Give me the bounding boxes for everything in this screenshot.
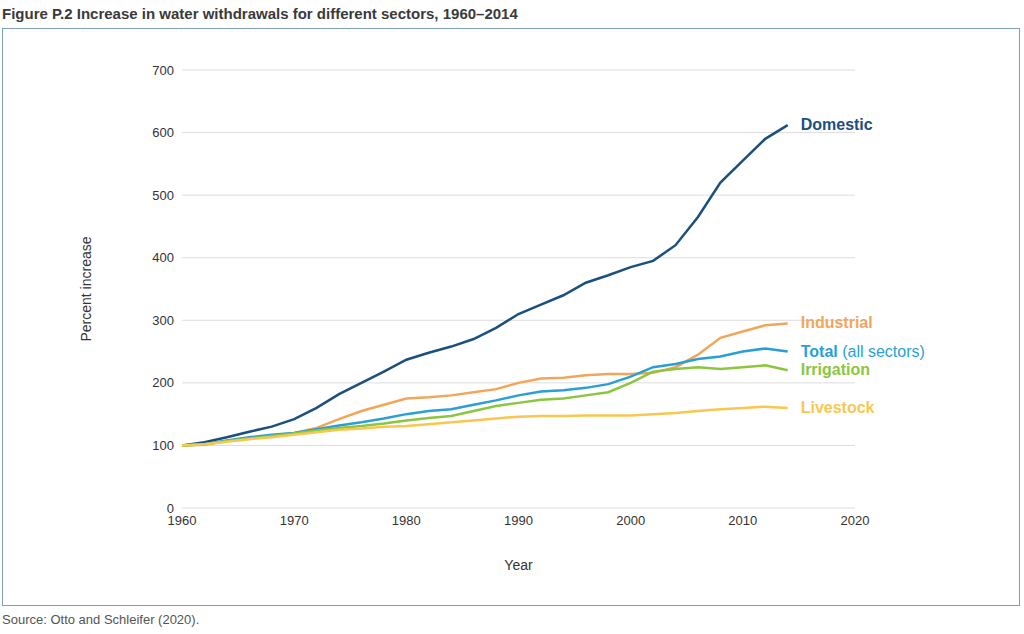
svg-text:Domestic: Domestic — [801, 116, 873, 133]
html-text:Figure P.2 Increase in water w: Figure P.2 Increase in water withdrawals… — [2, 5, 518, 22]
svg-text:700: 700 — [152, 63, 174, 78]
svg-text:2000: 2000 — [616, 513, 645, 528]
svg-text:2010: 2010 — [728, 513, 757, 528]
svg-text:200: 200 — [152, 375, 174, 390]
svg-text:600: 600 — [152, 125, 174, 140]
svg-text:500: 500 — [152, 188, 174, 203]
svg-text:400: 400 — [152, 250, 174, 265]
svg-text:1970: 1970 — [280, 513, 309, 528]
svg-text:0: 0 — [167, 501, 174, 516]
svg-text:Irrigation: Irrigation — [801, 361, 870, 378]
svg-text:Percent increase: Percent increase — [78, 236, 94, 341]
svg-text:Industrial: Industrial — [801, 314, 873, 331]
svg-text:1960: 1960 — [167, 513, 197, 529]
svg-text:Total (all sectors): Total (all sectors) — [801, 343, 925, 360]
svg-text:Livestock: Livestock — [801, 399, 875, 416]
svg-text:300: 300 — [152, 313, 174, 328]
html-text:Source: Otto and Schleifer (20: Source: Otto and Schleifer (2020). — [2, 612, 200, 627]
svg-text:1980: 1980 — [392, 513, 421, 528]
svg-text:2020: 2020 — [841, 513, 870, 528]
svg-text:100: 100 — [152, 438, 174, 453]
svg-text:1990: 1990 — [504, 513, 533, 528]
svg-text:Year: Year — [504, 557, 533, 573]
